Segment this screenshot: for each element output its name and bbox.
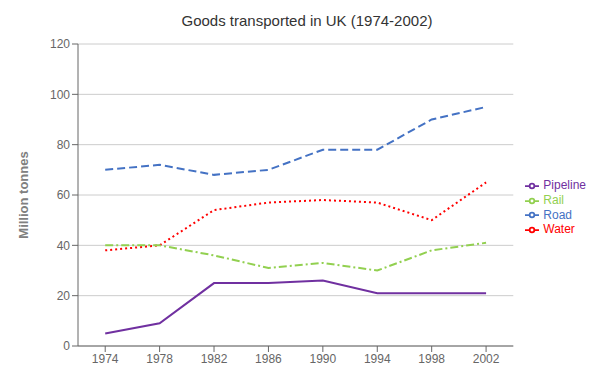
svg-text:Million tonnes: Million tonnes <box>16 151 31 238</box>
svg-text:80: 80 <box>57 138 71 152</box>
svg-text:1986: 1986 <box>255 352 282 366</box>
svg-text:1998: 1998 <box>418 352 445 366</box>
html-text:Pipeline: Pipeline <box>543 177 586 192</box>
svg-text:1990: 1990 <box>310 352 337 366</box>
svg-text:2002: 2002 <box>473 352 500 366</box>
html-text:Goods transported in UK (1974-: Goods transported in UK (1974-2002) <box>181 12 433 29</box>
svg-text:0: 0 <box>63 339 70 353</box>
svg-text:120: 120 <box>50 37 70 51</box>
html-text:Rail: Rail <box>543 192 564 207</box>
svg-text:1982: 1982 <box>201 352 228 366</box>
svg-text:20: 20 <box>57 289 71 303</box>
svg-text:40: 40 <box>57 239 71 253</box>
svg-text:60: 60 <box>57 188 71 202</box>
svg-text:100: 100 <box>50 88 70 102</box>
svg-text:1978: 1978 <box>146 352 173 366</box>
html-text:Water: Water <box>543 222 575 237</box>
svg-text:1994: 1994 <box>364 352 391 366</box>
html-text:Road: Road <box>543 207 572 222</box>
svg-text:1974: 1974 <box>92 352 119 366</box>
